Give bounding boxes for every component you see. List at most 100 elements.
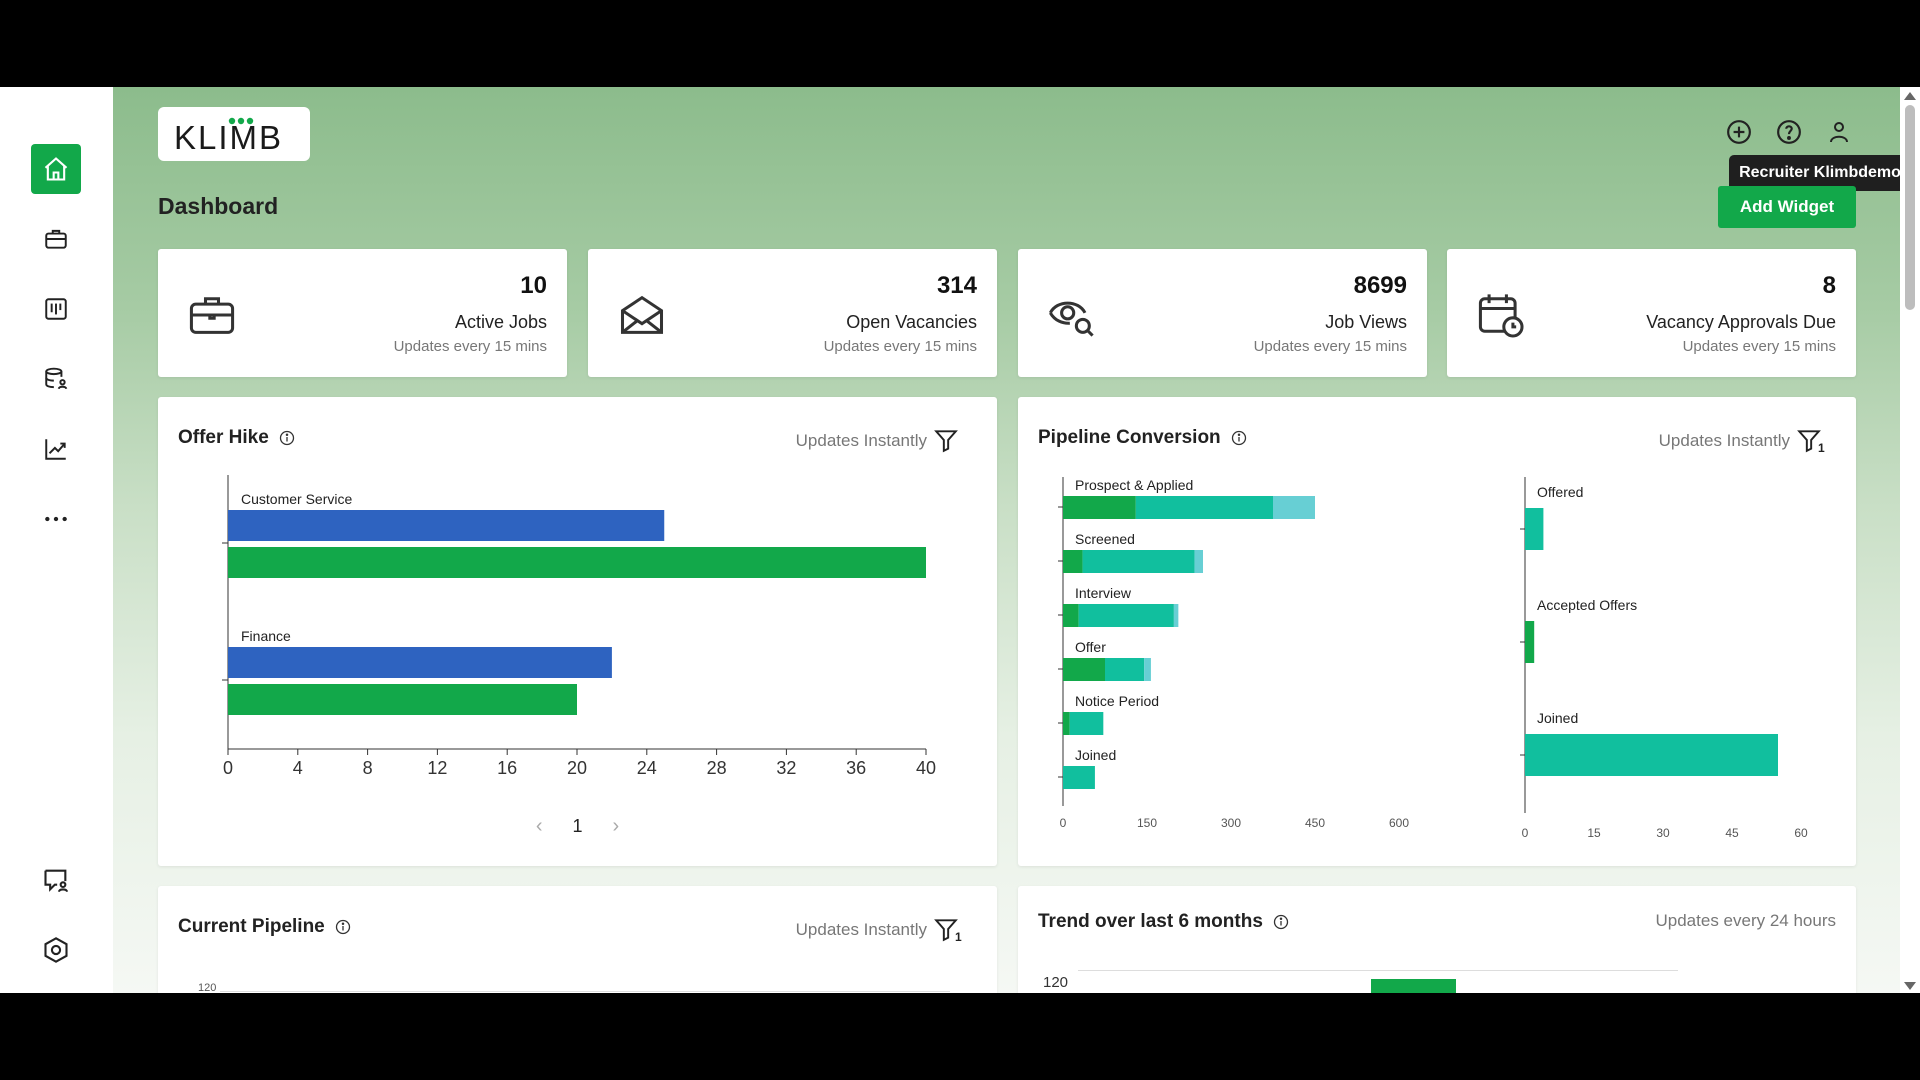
x-tick-label: 0 xyxy=(1060,816,1067,830)
bar-segment xyxy=(1069,712,1104,735)
stat-card-open-vacancies[interactable]: 314 Open Vacancies Updates every 15 mins xyxy=(588,249,997,377)
stat-update-text: Updates every 15 mins xyxy=(1253,338,1407,355)
sidebar-item-analytics[interactable] xyxy=(31,424,81,474)
widget-header: Trend over last 6 months xyxy=(1038,911,1289,933)
filter-button[interactable] xyxy=(933,427,961,455)
bar xyxy=(228,510,665,541)
sidebar-item-board[interactable] xyxy=(31,284,81,334)
more-dots-icon xyxy=(45,516,67,522)
klimb-logo[interactable]: KLIMB xyxy=(158,107,310,161)
stat-card-job-views[interactable]: 8699 Job Views Updates every 15 mins xyxy=(1018,249,1427,377)
help-circle-icon xyxy=(1777,120,1801,144)
widget-update: Updates every 24 hours xyxy=(1656,911,1837,931)
sidebar-item-settings[interactable] xyxy=(31,925,81,975)
bar-segment xyxy=(1144,658,1151,681)
info-icon[interactable] xyxy=(1273,914,1289,930)
x-tick-label: 150 xyxy=(1137,816,1157,830)
offer-hike-widget: Offer Hike Updates Instantly Customer Se… xyxy=(158,397,997,866)
bar-segment xyxy=(1082,550,1195,573)
x-tick-label: 8 xyxy=(363,758,373,778)
filter-count: 1 xyxy=(1818,441,1825,455)
scroll-up-arrow[interactable] xyxy=(1904,92,1916,100)
user-menu-button[interactable] xyxy=(1824,117,1854,147)
sidebar-item-jobs[interactable] xyxy=(31,214,81,264)
filter-button[interactable]: 1 xyxy=(933,916,962,944)
bar-segment xyxy=(1173,604,1179,627)
bar-segment xyxy=(1063,712,1070,735)
calendar-clock-icon xyxy=(1478,294,1524,338)
pagination: ‹ 1 › xyxy=(158,815,997,838)
user-tooltip: Recruiter Klimbdemo xyxy=(1729,155,1911,191)
info-icon[interactable] xyxy=(279,430,295,446)
category-label: Offered xyxy=(1537,484,1583,500)
filter-icon xyxy=(934,919,958,942)
y-axis-tick: 120 xyxy=(198,982,217,993)
bar xyxy=(228,684,577,715)
stat-value: 10 xyxy=(520,272,547,299)
category-label: Accepted Offers xyxy=(1537,597,1637,613)
sidebar-item-chat[interactable] xyxy=(31,855,81,905)
category-label: Joined xyxy=(1537,710,1578,726)
chat-user-icon xyxy=(44,869,69,893)
briefcase-icon xyxy=(189,297,235,334)
widget-header: Offer Hike xyxy=(178,427,295,449)
pipeline-funnel-chart: Prospect & Applied Screened Interview Offer… xyxy=(1058,477,1808,837)
trend-widget: Trend over last 6 months Updates every 2… xyxy=(1018,886,1856,993)
x-tick-label: 32 xyxy=(776,758,796,778)
category-label: Finance xyxy=(241,628,291,644)
update-frequency: Updates Instantly xyxy=(795,920,927,939)
stat-label: Vacancy Approvals Due xyxy=(1646,312,1836,332)
logo-mark: KLIMB xyxy=(174,117,283,156)
filter-button[interactable]: 1 xyxy=(1796,427,1825,455)
widget-title: Trend over last 6 months xyxy=(1038,911,1263,932)
app-window: KLIMB Dashboard Recruiter Klimbdemo Add … xyxy=(0,87,1920,993)
help-button[interactable] xyxy=(1774,117,1804,147)
next-page-button[interactable]: › xyxy=(612,815,620,837)
scroll-down-arrow[interactable] xyxy=(1904,982,1916,990)
category-label: Offer xyxy=(1075,639,1106,655)
update-frequency: Updates Instantly xyxy=(1658,431,1790,450)
filter-icon xyxy=(1797,430,1821,453)
widget-update-filter[interactable]: Updates Instantly xyxy=(796,427,961,455)
widget-header: Pipeline Conversion xyxy=(1038,427,1247,449)
widget-update-filter[interactable]: Updates Instantly 1 xyxy=(795,916,962,944)
kanban-icon xyxy=(45,298,67,320)
eye-search-icon xyxy=(1048,301,1094,337)
stat-update-text: Updates every 15 mins xyxy=(393,338,547,355)
current-pipeline-widget: Current Pipeline Updates Instantly 1 120 xyxy=(158,886,997,993)
svg-text:KLIMB: KLIMB xyxy=(174,119,283,156)
widget-update-filter[interactable]: Updates Instantly 1 xyxy=(1658,427,1825,455)
bar-segment xyxy=(1078,604,1174,627)
filter-count: 1 xyxy=(955,930,962,944)
category-label: Screened xyxy=(1075,531,1135,547)
add-widget-button[interactable]: Add Widget xyxy=(1718,186,1856,228)
update-frequency: Updates Instantly xyxy=(795,431,927,450)
bar-segment xyxy=(1063,496,1136,519)
database-user-icon xyxy=(45,367,68,390)
briefcase-icon xyxy=(45,229,67,249)
add-circle-button[interactable] xyxy=(1724,117,1754,147)
sidebar xyxy=(0,87,113,993)
stat-card-active-jobs[interactable]: 10 Active Jobs Updates every 15 mins xyxy=(158,249,567,377)
stat-value: 8 xyxy=(1822,272,1836,299)
chart-baseline xyxy=(220,991,950,992)
vertical-scrollbar[interactable] xyxy=(1900,87,1920,993)
prev-page-button[interactable]: ‹ xyxy=(535,815,543,837)
x-tick-label: 60 xyxy=(1794,826,1808,837)
sidebar-item-database[interactable] xyxy=(31,354,81,404)
stat-card-vacancy-approvals[interactable]: 8 Vacancy Approvals Due Updates every 15… xyxy=(1447,249,1856,377)
info-icon[interactable] xyxy=(335,919,351,935)
add-circle-icon xyxy=(1727,120,1751,144)
stat-label: Job Views xyxy=(1325,312,1407,332)
user-icon xyxy=(1830,122,1848,143)
scroll-thumb[interactable] xyxy=(1905,105,1915,310)
sidebar-item-home[interactable] xyxy=(31,144,81,194)
info-icon[interactable] xyxy=(1231,430,1247,446)
x-tick-label: 45 xyxy=(1725,826,1739,837)
trend-chart-icon xyxy=(45,439,66,460)
stat-label: Open Vacancies xyxy=(846,312,977,332)
widget-title: Offer Hike xyxy=(178,427,269,448)
sidebar-item-more[interactable] xyxy=(31,494,81,544)
update-frequency: Updates every 24 hours xyxy=(1655,911,1837,930)
bar-segment xyxy=(1273,496,1315,519)
